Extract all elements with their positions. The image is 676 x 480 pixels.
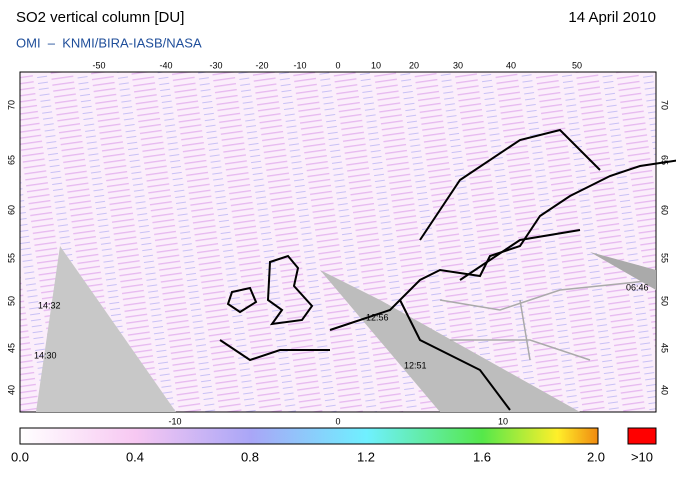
orbit-time: 12:51 — [404, 360, 427, 370]
lat-label: 55 — [6, 253, 16, 263]
orbit-time: 06:46 — [626, 282, 649, 292]
colorbar-tick-label: 0.0 — [11, 449, 29, 464]
map — [19, 71, 676, 413]
lon-label: 20 — [409, 60, 419, 70]
lon-label: 50 — [572, 60, 582, 70]
lon-label: -10 — [168, 416, 181, 426]
colorbar-overflow — [627, 427, 657, 445]
colorbar — [19, 427, 599, 445]
colorbar-overflow-label: >10 — [631, 449, 653, 464]
lat-label: 40 — [660, 385, 670, 395]
lon-label: 0 — [335, 60, 340, 70]
colorbar-tick-label: 0.4 — [126, 449, 144, 464]
lat-label: 60 — [660, 205, 670, 215]
orbit-time: 14:30 — [34, 350, 57, 360]
orbit-time: 14:32 — [38, 300, 61, 310]
lat-label: 50 — [6, 296, 16, 306]
colorbar-tick-label: 0.8 — [241, 449, 259, 464]
lat-label: 50 — [660, 296, 670, 306]
lat-label: 45 — [6, 343, 16, 353]
orbit-time: 12:56 — [366, 312, 389, 322]
orbit-gap — [36, 246, 176, 412]
lat-label: 55 — [660, 253, 670, 263]
colorbar-tick-label: 1.6 — [473, 449, 491, 464]
lon-label: -40 — [159, 60, 172, 70]
colorbar-tick-label: 1.2 — [357, 449, 375, 464]
orbit-gap — [320, 270, 580, 412]
lon-label: -30 — [209, 60, 222, 70]
coastline — [419, 128, 601, 281]
lat-label: 65 — [6, 155, 16, 165]
lat-label: 45 — [660, 343, 670, 353]
border — [439, 279, 657, 361]
lat-label: 70 — [6, 100, 16, 110]
lon-label: 0 — [335, 416, 340, 426]
lat-label: 65 — [660, 155, 670, 165]
orbit-gap — [590, 252, 656, 290]
lon-label: -20 — [255, 60, 268, 70]
source: OMI – KNMI/BIRA-IASB/NASA — [16, 35, 202, 50]
lon-label: -50 — [92, 60, 105, 70]
lat-label: 60 — [6, 205, 16, 215]
colorbar-tick-label: 2.0 — [587, 449, 605, 464]
lon-label: 30 — [453, 60, 463, 70]
lon-label: -10 — [293, 60, 306, 70]
lon-label: 10 — [498, 416, 508, 426]
title: SO2 vertical column [DU] — [16, 9, 184, 26]
date: 14 April 2010 — [568, 9, 656, 26]
lon-label: 40 — [506, 60, 516, 70]
lat-label: 40 — [6, 385, 16, 395]
lat-label: 70 — [660, 100, 670, 110]
lon-label: 10 — [371, 60, 381, 70]
